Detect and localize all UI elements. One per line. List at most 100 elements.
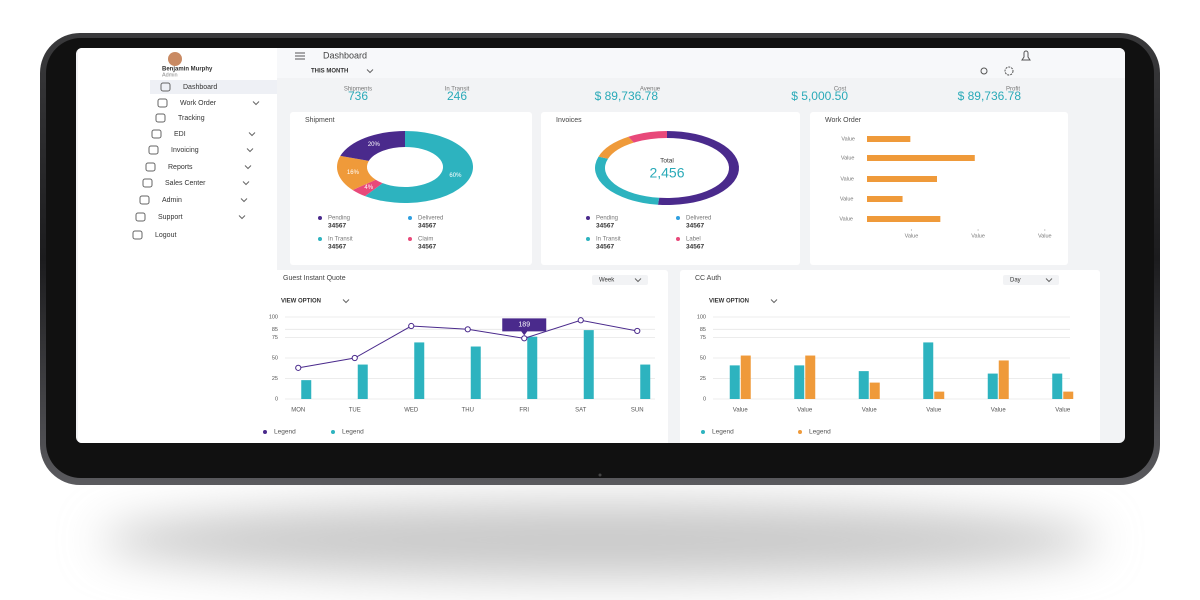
card xyxy=(680,270,1100,443)
chevron xyxy=(242,181,250,186)
dropdown[interactable] xyxy=(1003,275,1059,285)
legend-dot xyxy=(263,430,267,434)
menu-icon xyxy=(151,129,162,139)
chevron xyxy=(252,101,260,106)
menu-item[interactable]: Work Order xyxy=(180,100,217,107)
stat-label: Cost xyxy=(834,87,847,93)
menu-item[interactable]: Dashboard xyxy=(183,84,217,91)
bar xyxy=(640,364,651,399)
menu-item[interactable]: Support xyxy=(158,214,183,221)
y-tick-label: 0 xyxy=(275,396,278,402)
x-tick-label: Value xyxy=(1038,233,1052,239)
legend-dot xyxy=(331,430,335,434)
x-tick-label: Value xyxy=(971,233,985,239)
x-tick-label: TUE xyxy=(349,408,361,414)
chevron xyxy=(770,299,778,304)
bar xyxy=(987,373,998,399)
period-select[interactable]: THIS MONTH xyxy=(311,69,348,75)
filter-icon xyxy=(980,67,988,75)
chevron xyxy=(1045,278,1053,283)
y-tick-label: 100 xyxy=(269,314,278,320)
bar xyxy=(583,330,594,399)
donut-segment xyxy=(657,131,739,206)
menu-icon xyxy=(160,82,171,92)
legend-value: 34567 xyxy=(686,223,704,230)
legend-name: In Transit xyxy=(596,237,621,243)
menu-item[interactable]: Tracking xyxy=(178,115,205,122)
y-tick-label: 25 xyxy=(272,376,278,382)
card xyxy=(268,270,668,443)
legend-name: Pending xyxy=(596,216,618,222)
menu-item[interactable]: Invoicing xyxy=(171,147,199,154)
view-option[interactable]: VIEW OPTION xyxy=(709,299,749,305)
bar xyxy=(357,364,368,399)
dropdown[interactable] xyxy=(592,275,648,285)
legend-dot xyxy=(701,430,705,434)
line-point xyxy=(464,326,471,333)
menu-active xyxy=(150,80,277,94)
stat-value: $ 5,000.50 xyxy=(791,89,848,103)
x-tick-label: FRI xyxy=(519,408,529,414)
legend-value: 34567 xyxy=(686,244,704,251)
legend-dot xyxy=(408,216,412,220)
total-label: Total xyxy=(660,158,674,165)
stat-label: Shipments xyxy=(344,87,372,93)
donut-segment xyxy=(352,179,383,197)
card-title: Shipment xyxy=(305,117,335,124)
chevron xyxy=(240,198,248,203)
dropdown-label[interactable]: Day xyxy=(1010,278,1021,284)
line-point xyxy=(408,322,415,330)
line-point xyxy=(521,335,528,342)
legend-value: 34567 xyxy=(596,244,614,251)
bar xyxy=(729,365,740,399)
legend-name: Label xyxy=(686,237,701,243)
dropdown-label[interactable]: Week xyxy=(599,278,615,284)
bar xyxy=(867,176,937,182)
x-tick-label: Value xyxy=(926,408,942,414)
bar xyxy=(869,382,880,399)
legend-dot xyxy=(318,237,322,241)
y-tick-label: 85 xyxy=(272,327,278,333)
stat-label: Avenue xyxy=(640,87,661,93)
bar xyxy=(414,342,425,399)
bar xyxy=(794,365,805,399)
legend-name: Legend xyxy=(342,429,364,436)
chevron xyxy=(248,132,256,137)
legend-dot xyxy=(318,216,322,220)
menu-item[interactable]: EDI xyxy=(174,131,186,138)
chevron xyxy=(366,69,374,74)
y-tick-label: 100 xyxy=(697,314,706,320)
legend-value: 34567 xyxy=(418,244,436,251)
card-title: Guest Instant Quote xyxy=(283,275,346,282)
menu-icon xyxy=(157,98,168,108)
x-tick-label: Value xyxy=(797,408,813,414)
legend-dot xyxy=(586,237,590,241)
x-tick-label: SAT xyxy=(575,408,587,414)
legend-name: Legend xyxy=(809,429,831,436)
donut-segment xyxy=(340,131,405,161)
chevron xyxy=(246,148,254,153)
x-tick-label: Value xyxy=(733,408,749,414)
legend-value: 34567 xyxy=(328,223,346,230)
menu-item[interactable]: Sales Center xyxy=(165,180,206,187)
view-option[interactable]: VIEW OPTION xyxy=(281,299,321,305)
menu-icon xyxy=(142,178,153,188)
menu-icon xyxy=(145,162,156,172)
y-tick-label: 85 xyxy=(700,327,706,333)
donut-segment xyxy=(628,131,667,143)
menu-icon xyxy=(155,113,166,123)
card xyxy=(810,112,1068,265)
line-point xyxy=(634,327,641,335)
menu-icon xyxy=(148,145,159,155)
bar xyxy=(858,371,869,399)
segment-label: 60% xyxy=(449,173,462,179)
menu-item[interactable]: Admin xyxy=(162,197,182,204)
segment-label: 4% xyxy=(364,185,373,191)
x-tick-label: Value xyxy=(1055,408,1071,414)
menu-item[interactable]: Logout xyxy=(155,232,176,239)
menu-item[interactable]: Reports xyxy=(168,164,193,171)
stat-value: 246 xyxy=(447,89,467,103)
user-role: Admin xyxy=(162,72,178,78)
